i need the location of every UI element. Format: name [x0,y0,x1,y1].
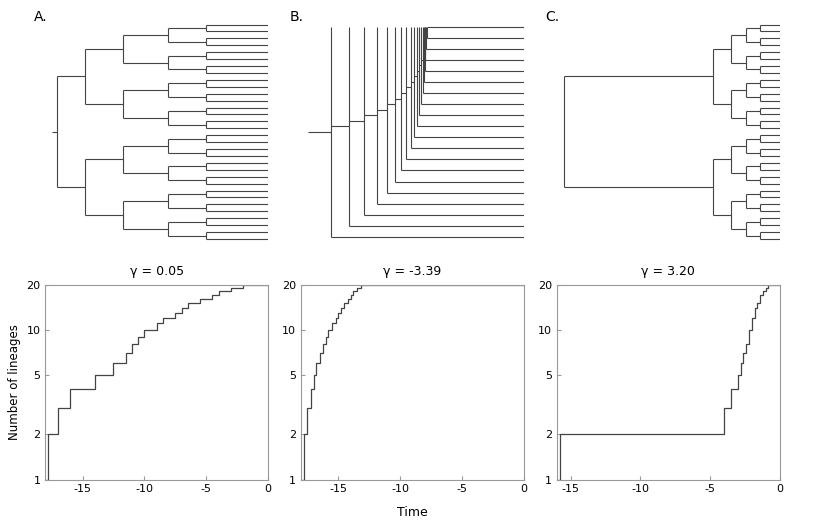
Text: γ = 0.05: γ = 0.05 [130,265,184,278]
X-axis label: Time: Time [397,505,428,519]
Text: C.: C. [546,10,560,24]
Text: γ = 3.20: γ = 3.20 [641,265,695,278]
Text: B.: B. [290,10,304,24]
Text: A.: A. [34,10,48,24]
Y-axis label: Number of lineages: Number of lineages [7,324,21,440]
Text: γ = -3.39: γ = -3.39 [384,265,441,278]
